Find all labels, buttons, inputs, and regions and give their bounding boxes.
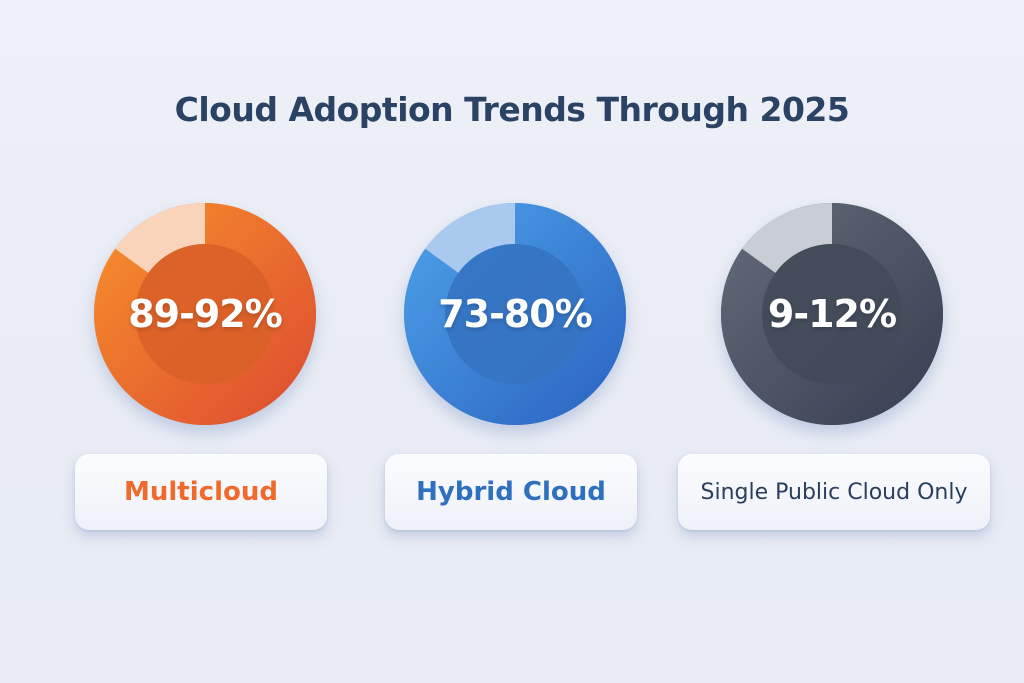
panel-single-public-cloud: 9-12% Single Public Cloud Only [672, 192, 992, 552]
donut-value-label: 73-80% [438, 292, 593, 336]
donut-hole-shade-hybrid-cloud [445, 244, 585, 384]
donut-segment-filled-single-public-cloud-only [721, 203, 943, 425]
chart-title: Cloud Adoption Trends Through 2025 [174, 90, 850, 129]
donut-value-label: 89-92% [128, 292, 283, 336]
donut-svg-multicloud [94, 203, 316, 425]
donut-hole-shade-single-public-cloud-only [762, 244, 902, 384]
legend-label-hybrid-cloud: Hybrid Cloud [385, 454, 637, 530]
donut-hole-multicloud [135, 244, 275, 384]
donut-single-public-cloud: 9-12% [710, 192, 954, 436]
donut-hole-single-public-cloud-only [762, 244, 902, 384]
donut-segment-filled-hybrid-cloud [404, 203, 626, 425]
donut-svg-single-public-cloud [721, 203, 943, 425]
panel-multicloud: 89-92% Multicloud [45, 192, 365, 552]
donut-hole-hybrid-cloud [445, 244, 585, 384]
donut-hybrid-cloud: 73-80% [393, 192, 637, 436]
series-name: Multicloud [124, 477, 278, 507]
series-name: Single Public Cloud Only [700, 479, 968, 505]
panel-hybrid-cloud: 73-80% Hybrid Cloud [355, 192, 675, 552]
donut-hole-shade-multicloud [135, 244, 275, 384]
legend-label-multicloud: Multicloud [75, 454, 327, 530]
series-name: Hybrid Cloud [416, 477, 606, 507]
donut-segment-remainder-single-public-cloud-only [742, 203, 832, 273]
donut-segment-remainder-multicloud [115, 203, 205, 273]
legend-label-single-public-cloud: Single Public Cloud Only [678, 454, 990, 530]
donut-multicloud: 89-92% [83, 192, 327, 436]
donut-segment-remainder-hybrid-cloud [425, 203, 515, 273]
donut-svg-hybrid-cloud [404, 203, 626, 425]
donut-value-label: 9-12% [767, 292, 897, 336]
donut-segment-filled-multicloud [94, 203, 316, 425]
